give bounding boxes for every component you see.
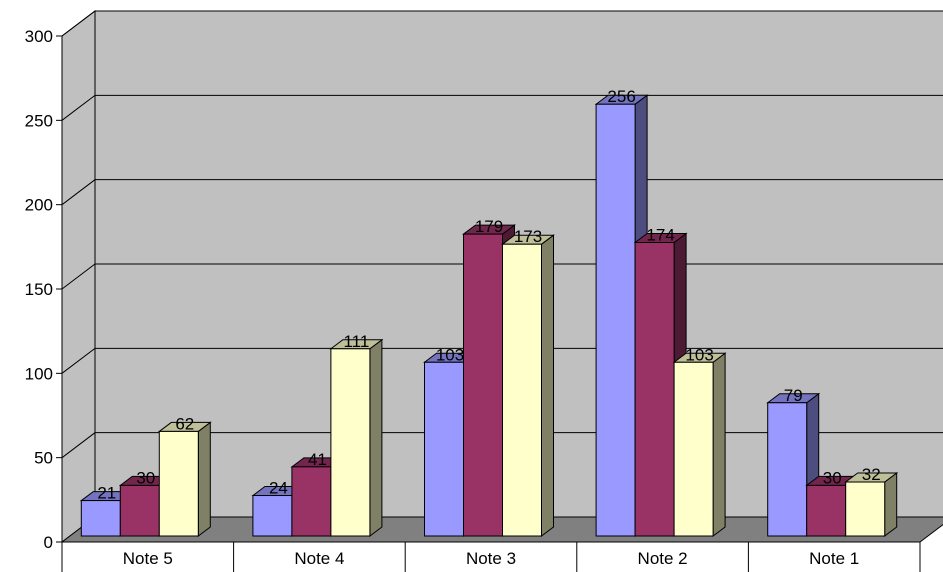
data-label: 41: [308, 450, 327, 469]
data-label: 103: [436, 345, 464, 364]
bar-front: [158, 430, 199, 537]
x-tick-label: Note 3: [466, 549, 516, 568]
bar-front: [252, 495, 293, 537]
y-tick-label: 50: [34, 449, 53, 468]
bar-side: [369, 338, 383, 537]
gridline: [61, 94, 943, 121]
bar: [501, 234, 555, 537]
x-tick-label: Note 2: [638, 549, 688, 568]
bar-front: [767, 402, 808, 537]
data-label: 111: [343, 332, 369, 351]
gridline: [61, 10, 943, 37]
y-tick-label: 250: [25, 111, 53, 130]
y-tick-label: 200: [25, 196, 53, 215]
bar-front: [119, 484, 160, 537]
bar-front: [634, 242, 675, 537]
bar: [157, 421, 212, 537]
y-tick-label: 100: [25, 364, 53, 383]
data-label: 179: [475, 217, 503, 236]
bar-front: [806, 484, 847, 537]
data-label: 256: [607, 87, 635, 106]
data-label: 32: [862, 465, 881, 484]
bar-front: [424, 361, 464, 537]
data-label: 174: [646, 226, 674, 245]
bar-front: [845, 481, 886, 537]
y-tick-label: 150: [25, 280, 53, 299]
bar-front: [463, 233, 503, 537]
data-label: 62: [175, 414, 194, 433]
data-label: 103: [685, 345, 713, 364]
bar-front: [330, 348, 371, 537]
bar-side: [884, 472, 898, 537]
bar-side: [712, 352, 726, 537]
bar: [672, 352, 727, 537]
data-label: 173: [514, 227, 542, 246]
x-tick-label: Note 5: [123, 549, 173, 568]
gridline: [61, 179, 943, 206]
bar-side: [541, 234, 554, 537]
x-tick-label: Note 1: [809, 549, 859, 568]
bar: [329, 338, 384, 537]
data-label: 24: [269, 479, 288, 498]
bar-front: [595, 103, 636, 537]
bar-front: [673, 361, 714, 537]
data-label: 30: [823, 468, 842, 487]
x-axis: Note 5 Note 4 Note 3 Note 2 Note 1: [61, 541, 921, 572]
bar-side: [197, 421, 211, 537]
y-axis: 0 50 100 150 200 250 300: [25, 27, 63, 552]
y-tick-label: 300: [25, 27, 53, 46]
bar-front: [80, 500, 121, 537]
data-label: 30: [136, 468, 155, 487]
bars: 21 30 62 24 41 111 103 179 173 256 174 103 79 30 32: [79, 87, 899, 537]
x-tick-label: Note 4: [294, 549, 344, 568]
bar-front: [502, 243, 542, 537]
y-tick-label: 0: [44, 533, 53, 552]
data-label: 79: [784, 386, 803, 405]
data-label: 21: [97, 484, 116, 503]
bar: [844, 472, 899, 537]
bar-front: [291, 466, 332, 537]
